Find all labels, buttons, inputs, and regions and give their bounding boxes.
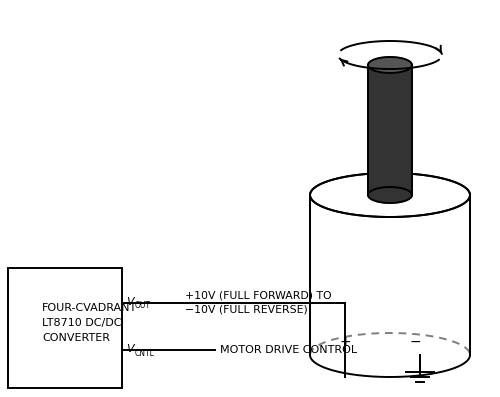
Polygon shape	[368, 187, 412, 203]
Text: −: −	[409, 335, 421, 349]
Polygon shape	[368, 57, 412, 73]
Text: CNTL: CNTL	[135, 349, 155, 358]
Text: OUT: OUT	[135, 301, 151, 310]
Text: +: +	[339, 335, 351, 349]
Text: V: V	[126, 344, 134, 354]
Polygon shape	[8, 268, 122, 388]
Text: MOTOR DRIVE CONTROL: MOTOR DRIVE CONTROL	[220, 345, 357, 355]
Text: V: V	[126, 297, 134, 307]
Polygon shape	[310, 195, 470, 355]
Text: +10V (FULL FORWARD) TO
−10V (FULL REVERSE): +10V (FULL FORWARD) TO −10V (FULL REVERS…	[185, 290, 332, 314]
Text: FOUR-CVADRANT
LT8710 DC/DC
CONVERTER: FOUR-CVADRANT LT8710 DC/DC CONVERTER	[42, 303, 137, 343]
Polygon shape	[310, 173, 470, 217]
Polygon shape	[368, 65, 412, 195]
